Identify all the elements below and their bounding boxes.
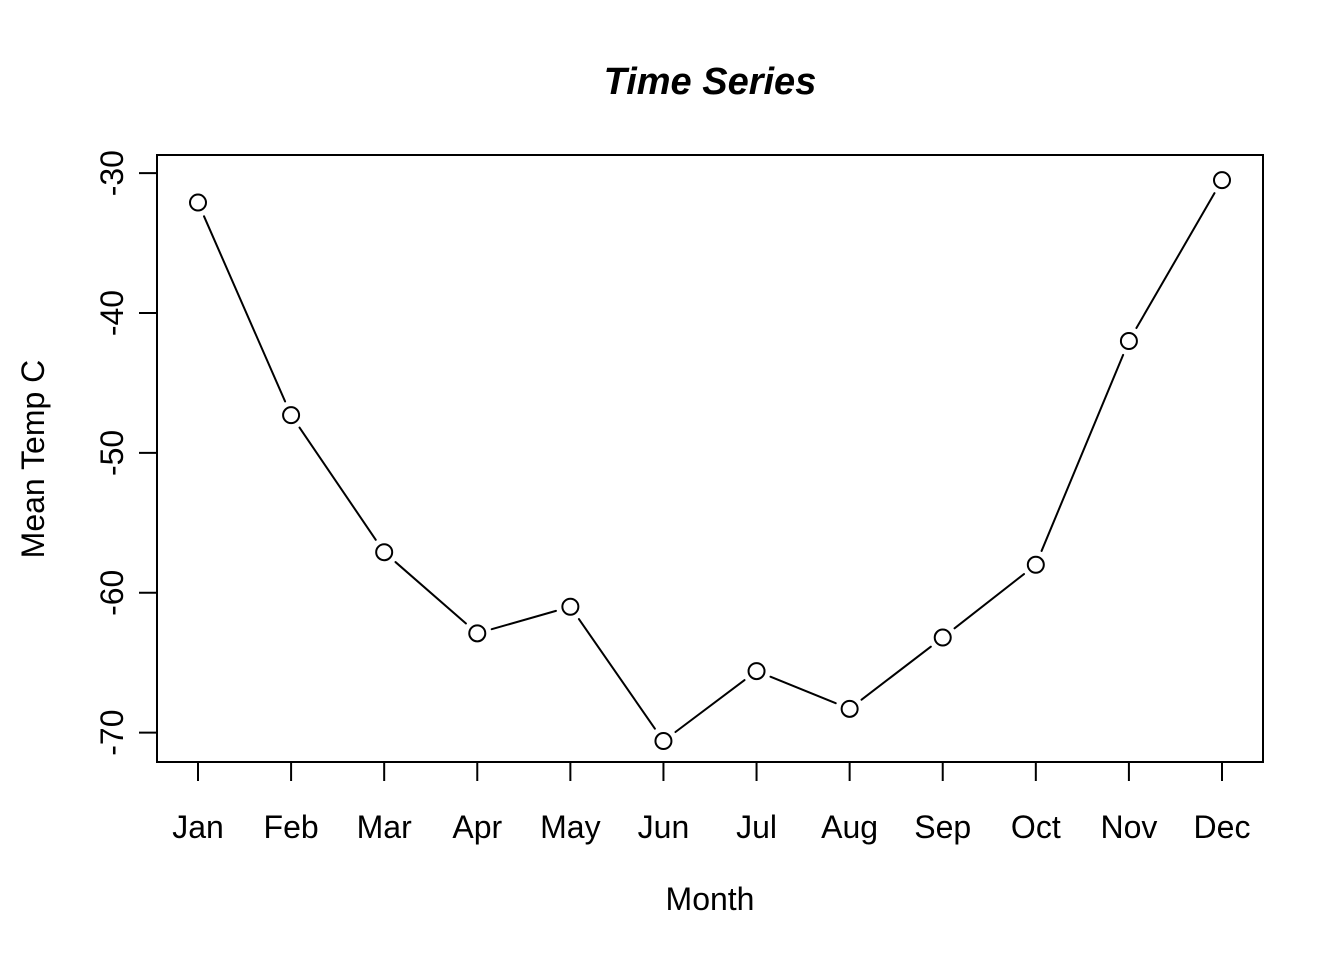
data-point <box>1213 171 1231 190</box>
y-tick-label: -70 <box>94 710 130 756</box>
line-segment <box>394 561 467 625</box>
data-point <box>561 597 580 616</box>
x-tick-label: May <box>540 809 600 845</box>
y-tick-label: -40 <box>94 290 130 336</box>
line-segment <box>1040 353 1125 552</box>
x-tick-label: Aug <box>821 809 878 845</box>
data-point <box>840 699 859 718</box>
line-segment <box>953 573 1025 630</box>
line-segment <box>203 215 287 403</box>
line-segment <box>490 609 557 631</box>
data-point <box>1119 332 1138 351</box>
x-tick-label: Apr <box>452 809 502 845</box>
data-point <box>189 193 207 212</box>
plot-box <box>156 154 1264 763</box>
x-tick-label: Oct <box>1011 809 1061 845</box>
line-segment <box>298 426 377 541</box>
data-point <box>654 732 673 751</box>
data-point <box>375 543 394 562</box>
line-segment <box>674 679 746 734</box>
x-tick-label: Jul <box>736 809 777 845</box>
data-point <box>468 624 487 643</box>
data-point <box>747 662 766 681</box>
y-tick-label: -50 <box>94 430 130 476</box>
x-tick-label: Dec <box>1194 809 1251 845</box>
chart-title: Time Series <box>603 61 817 103</box>
x-tick-label: Sep <box>914 809 971 845</box>
line-segment <box>860 645 932 701</box>
x-tick-label: Nov <box>1100 809 1157 845</box>
x-tick-label: Jun <box>638 809 690 845</box>
y-tick-label: -60 <box>94 570 130 616</box>
data-point <box>282 406 301 425</box>
x-tick-label: Feb <box>264 809 319 845</box>
line-segment <box>769 675 837 705</box>
x-axis-label: Month <box>665 881 755 917</box>
x-tick-label: Jan <box>172 809 224 845</box>
x-tick-label: Mar <box>357 809 412 845</box>
y-tick-label: -30 <box>94 150 130 196</box>
data-point <box>933 628 952 647</box>
line-segment <box>1135 192 1216 330</box>
line-segment <box>577 618 656 730</box>
data-point <box>1026 555 1045 574</box>
